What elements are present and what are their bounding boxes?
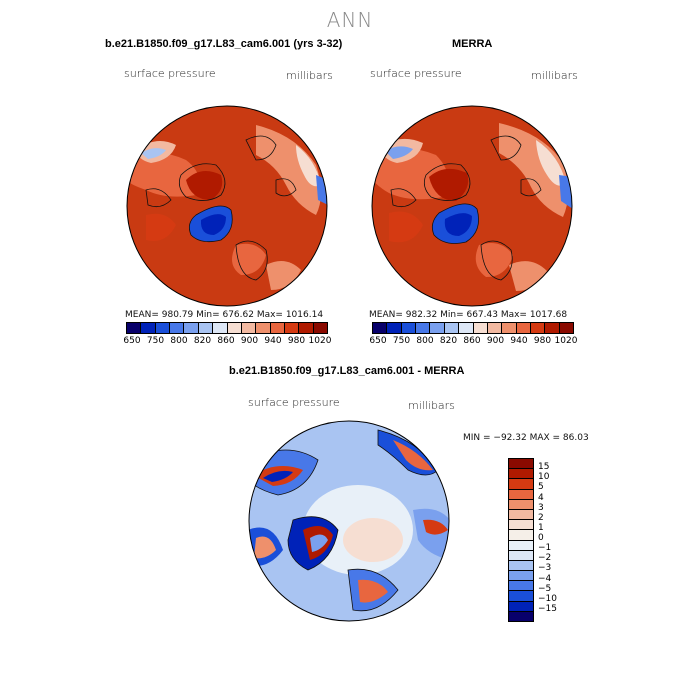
left-colorbar	[126, 322, 328, 334]
colorbar-tick-label: 900	[486, 336, 505, 346]
colorbar-swatch	[170, 323, 185, 333]
colorbar-swatch	[270, 323, 285, 333]
colorbar-swatch	[530, 323, 546, 333]
colorbar-swatch	[127, 323, 142, 333]
colorbar-tick-label: 980	[287, 336, 306, 346]
colorbar-swatch	[299, 323, 314, 333]
colorbar-swatch	[459, 323, 474, 333]
colorbar-swatch	[509, 611, 533, 621]
colorbar-tick-label: 4	[538, 492, 544, 503]
colorbar-tick-label: 860	[217, 336, 235, 346]
colorbar-swatch	[416, 323, 431, 333]
colorbar-swatch	[509, 581, 533, 592]
colorbar-tick-label: 750	[392, 336, 411, 346]
diff-panel-title: b.e21.B1850.f09_g17.L83_cam6.001 - MERRA	[229, 365, 465, 377]
colorbar-swatch	[509, 459, 533, 470]
colorbar-swatch	[184, 323, 199, 333]
colorbar-swatch	[509, 520, 533, 531]
colorbar-swatch	[401, 323, 417, 333]
colorbar-tick-label: 820	[439, 336, 458, 346]
colorbar-tick-label: 860	[463, 336, 481, 346]
colorbar-swatch	[284, 323, 300, 333]
right-polar-map	[371, 105, 573, 307]
right-panel-units: millibars	[531, 69, 578, 82]
colorbar-tick-label: −3	[538, 563, 552, 574]
colorbar-swatch	[509, 509, 533, 521]
diff-colorbar-ticks: 15 10 5 4 3 2 1 0 −1 −2 −3 −4 −5 −10 −15	[538, 458, 578, 620]
diff-polar-map	[248, 420, 450, 622]
colorbar-tick-label: −2	[538, 553, 552, 564]
colorbar-tick-label: 940	[510, 336, 528, 346]
colorbar-swatch	[141, 323, 156, 333]
colorbar-tick-label: 900	[240, 336, 259, 346]
figure-title: ANN	[326, 8, 374, 32]
colorbar-tick-label: 1	[538, 522, 544, 533]
colorbar-swatch	[387, 323, 402, 333]
colorbar-swatch	[509, 560, 533, 572]
colorbar-swatch	[213, 323, 228, 333]
colorbar-swatch	[373, 323, 388, 333]
colorbar-tick-label: 3	[538, 502, 544, 513]
colorbar-swatch	[509, 591, 533, 602]
colorbar-swatch	[241, 323, 257, 333]
colorbar-swatch	[509, 479, 533, 490]
colorbar-swatch	[198, 323, 214, 333]
right-colorbar-ticks: 650 750 800 820 860 900 940 980 1020	[369, 336, 577, 348]
left-panel-title: b.e21.B1850.f09_g17.L83_cam6.001 (yrs 3-…	[105, 38, 343, 50]
colorbar-tick-label: 800	[170, 336, 188, 346]
colorbar-tick-label: 1020	[308, 336, 332, 346]
colorbar-tick-label: 940	[264, 336, 282, 346]
diff-colorbar	[508, 458, 534, 622]
colorbar-swatch	[509, 530, 533, 541]
colorbar-swatch	[559, 323, 574, 333]
colorbar-swatch	[473, 323, 488, 333]
diff-panel-units: millibars	[408, 399, 455, 412]
colorbar-swatch	[509, 550, 533, 561]
colorbar-tick-label: 1020	[554, 336, 578, 346]
colorbar-swatch	[545, 323, 560, 333]
right-panel-variable: surface pressure	[370, 67, 462, 80]
colorbar-tick-label: 750	[146, 336, 165, 346]
colorbar-tick-label: 10	[538, 472, 550, 483]
colorbar-tick-label: 650	[369, 336, 387, 346]
right-colorbar	[372, 322, 574, 334]
colorbar-tick-label: −5	[538, 583, 552, 594]
colorbar-swatch	[430, 323, 445, 333]
left-panel-units: millibars	[286, 69, 333, 82]
colorbar-swatch	[155, 323, 171, 333]
colorbar-tick-label: −10	[538, 593, 557, 604]
diff-panel-stats: MIN = −92.32 MAX = 86.03	[463, 433, 589, 443]
colorbar-tick-label: −1	[538, 543, 552, 554]
left-colorbar-ticks: 650 750 800 820 860 900 940 980 1020	[123, 336, 331, 348]
colorbar-tick-label: 650	[123, 336, 141, 346]
colorbar-swatch	[509, 571, 533, 582]
colorbar-swatch	[502, 323, 517, 333]
colorbar-tick-label: 0	[538, 533, 544, 543]
colorbar-tick-label: 15	[538, 462, 550, 473]
colorbar-swatch	[509, 499, 533, 510]
left-panel-variable: surface pressure	[124, 67, 216, 80]
colorbar-swatch	[256, 323, 271, 333]
colorbar-swatch	[313, 323, 328, 333]
colorbar-tick-label: 5	[538, 482, 544, 493]
colorbar-tick-label: −4	[538, 573, 552, 584]
colorbar-swatch	[487, 323, 503, 333]
colorbar-tick-label: 800	[416, 336, 434, 346]
colorbar-swatch	[444, 323, 460, 333]
left-polar-map	[126, 105, 328, 307]
colorbar-tick-label: 820	[193, 336, 212, 346]
colorbar-tick-label: −15	[538, 603, 557, 614]
right-panel-stats: MEAN= 982.32 Min= 667.43 Max= 1017.68	[369, 310, 568, 320]
colorbar-tick-label: 2	[538, 512, 544, 523]
colorbar-swatch	[509, 469, 533, 480]
left-panel-stats: MEAN= 980.79 Min= 676.62 Max= 1016.14	[125, 310, 324, 320]
colorbar-tick-label: 980	[533, 336, 552, 346]
diff-panel-variable: surface pressure	[248, 396, 340, 409]
colorbar-swatch	[509, 489, 533, 500]
colorbar-swatch	[509, 540, 533, 551]
colorbar-swatch	[516, 323, 531, 333]
right-panel-title: MERRA	[452, 38, 493, 50]
colorbar-swatch	[509, 601, 533, 612]
colorbar-swatch	[227, 323, 242, 333]
